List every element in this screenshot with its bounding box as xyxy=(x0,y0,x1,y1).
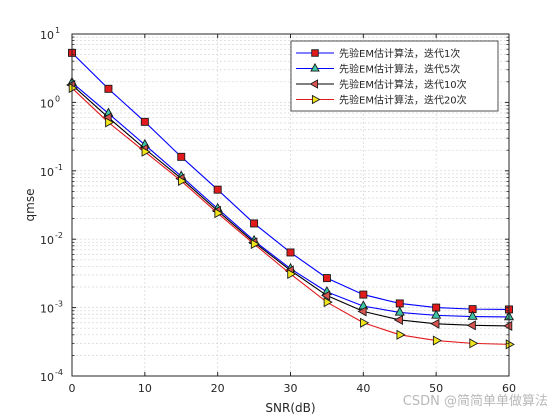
data-point xyxy=(311,94,321,105)
watermark: CSDN @简简单单做算法 xyxy=(403,393,548,409)
data-point xyxy=(322,274,331,283)
y-tick-label: 10 xyxy=(40,29,54,42)
y-tick-exponent: -2 xyxy=(55,231,63,240)
y-tick-label: 10 xyxy=(40,303,54,316)
data-point xyxy=(105,117,115,128)
data-point xyxy=(250,238,260,250)
data-point xyxy=(287,268,297,280)
data-point xyxy=(396,329,406,340)
data-point xyxy=(286,248,295,257)
data-point xyxy=(177,152,186,161)
data-point xyxy=(311,49,319,57)
data-point xyxy=(393,314,403,326)
data-point xyxy=(466,320,476,331)
y-tick-label: 10 xyxy=(40,234,54,247)
legend-label: 先验EM估计算法，迭代10次 xyxy=(339,78,467,91)
series xyxy=(68,83,515,350)
y-tick-exponent: -4 xyxy=(55,368,63,377)
x-tick-label: 0 xyxy=(69,382,76,395)
legend-label: 先验EM估计算法，迭代5次 xyxy=(339,63,460,76)
legend-label: 先验EM估计算法，迭代20次 xyxy=(339,94,467,107)
data-point xyxy=(357,306,367,317)
data-point xyxy=(104,84,113,93)
y-tick-label: 10 xyxy=(40,97,54,110)
y-tick-label: 10 xyxy=(40,166,54,179)
y-axis-label: qmse xyxy=(23,189,37,222)
y-tick-exponent: 1 xyxy=(55,26,60,35)
data-point xyxy=(360,317,370,328)
y-tick-exponent: 0 xyxy=(55,94,60,103)
data-point xyxy=(309,79,319,89)
data-point xyxy=(395,299,404,308)
data-point xyxy=(430,318,440,329)
data-point xyxy=(214,208,224,219)
legend-item: 先验EM估计算法，迭代1次 xyxy=(296,47,460,60)
data-point xyxy=(141,146,151,157)
x-tick-label: 20 xyxy=(211,382,225,395)
data-point xyxy=(140,117,149,126)
legend-label: 先验EM估计算法，迭代1次 xyxy=(339,47,460,60)
x-tick-label: 50 xyxy=(429,382,443,395)
legend: 先验EM估计算法，迭代1次先验EM估计算法，迭代5次先验EM估计算法，迭代10次… xyxy=(290,40,499,112)
x-tick-label: 30 xyxy=(284,382,298,395)
x-tick-label: 40 xyxy=(356,382,370,395)
data-point xyxy=(432,335,443,346)
data-point xyxy=(310,62,320,72)
y-tick-label: 10 xyxy=(40,371,54,384)
plot-series xyxy=(66,48,515,350)
data-point xyxy=(321,290,331,301)
x-tick-label: 10 xyxy=(138,382,152,395)
data-point xyxy=(505,339,515,350)
y-tick-exponent: -3 xyxy=(55,300,63,309)
data-point xyxy=(178,175,188,187)
data-point xyxy=(359,290,368,299)
data-point xyxy=(68,83,78,94)
data-point xyxy=(467,310,478,320)
legend-item: 先验EM估计算法，迭代20次 xyxy=(296,94,467,107)
y-tick-exponent: -1 xyxy=(55,163,63,172)
data-point xyxy=(431,309,442,319)
data-point xyxy=(394,306,405,316)
data-point xyxy=(250,219,259,228)
data-point xyxy=(213,185,222,194)
legend-item: 先验EM估计算法，迭代10次 xyxy=(296,78,467,91)
legend-item: 先验EM估计算法，迭代5次 xyxy=(296,63,460,76)
data-point xyxy=(469,338,479,349)
data-point xyxy=(323,297,333,308)
x-axis-label: SNR(dB) xyxy=(265,401,315,415)
x-tick-label: 60 xyxy=(502,382,516,395)
